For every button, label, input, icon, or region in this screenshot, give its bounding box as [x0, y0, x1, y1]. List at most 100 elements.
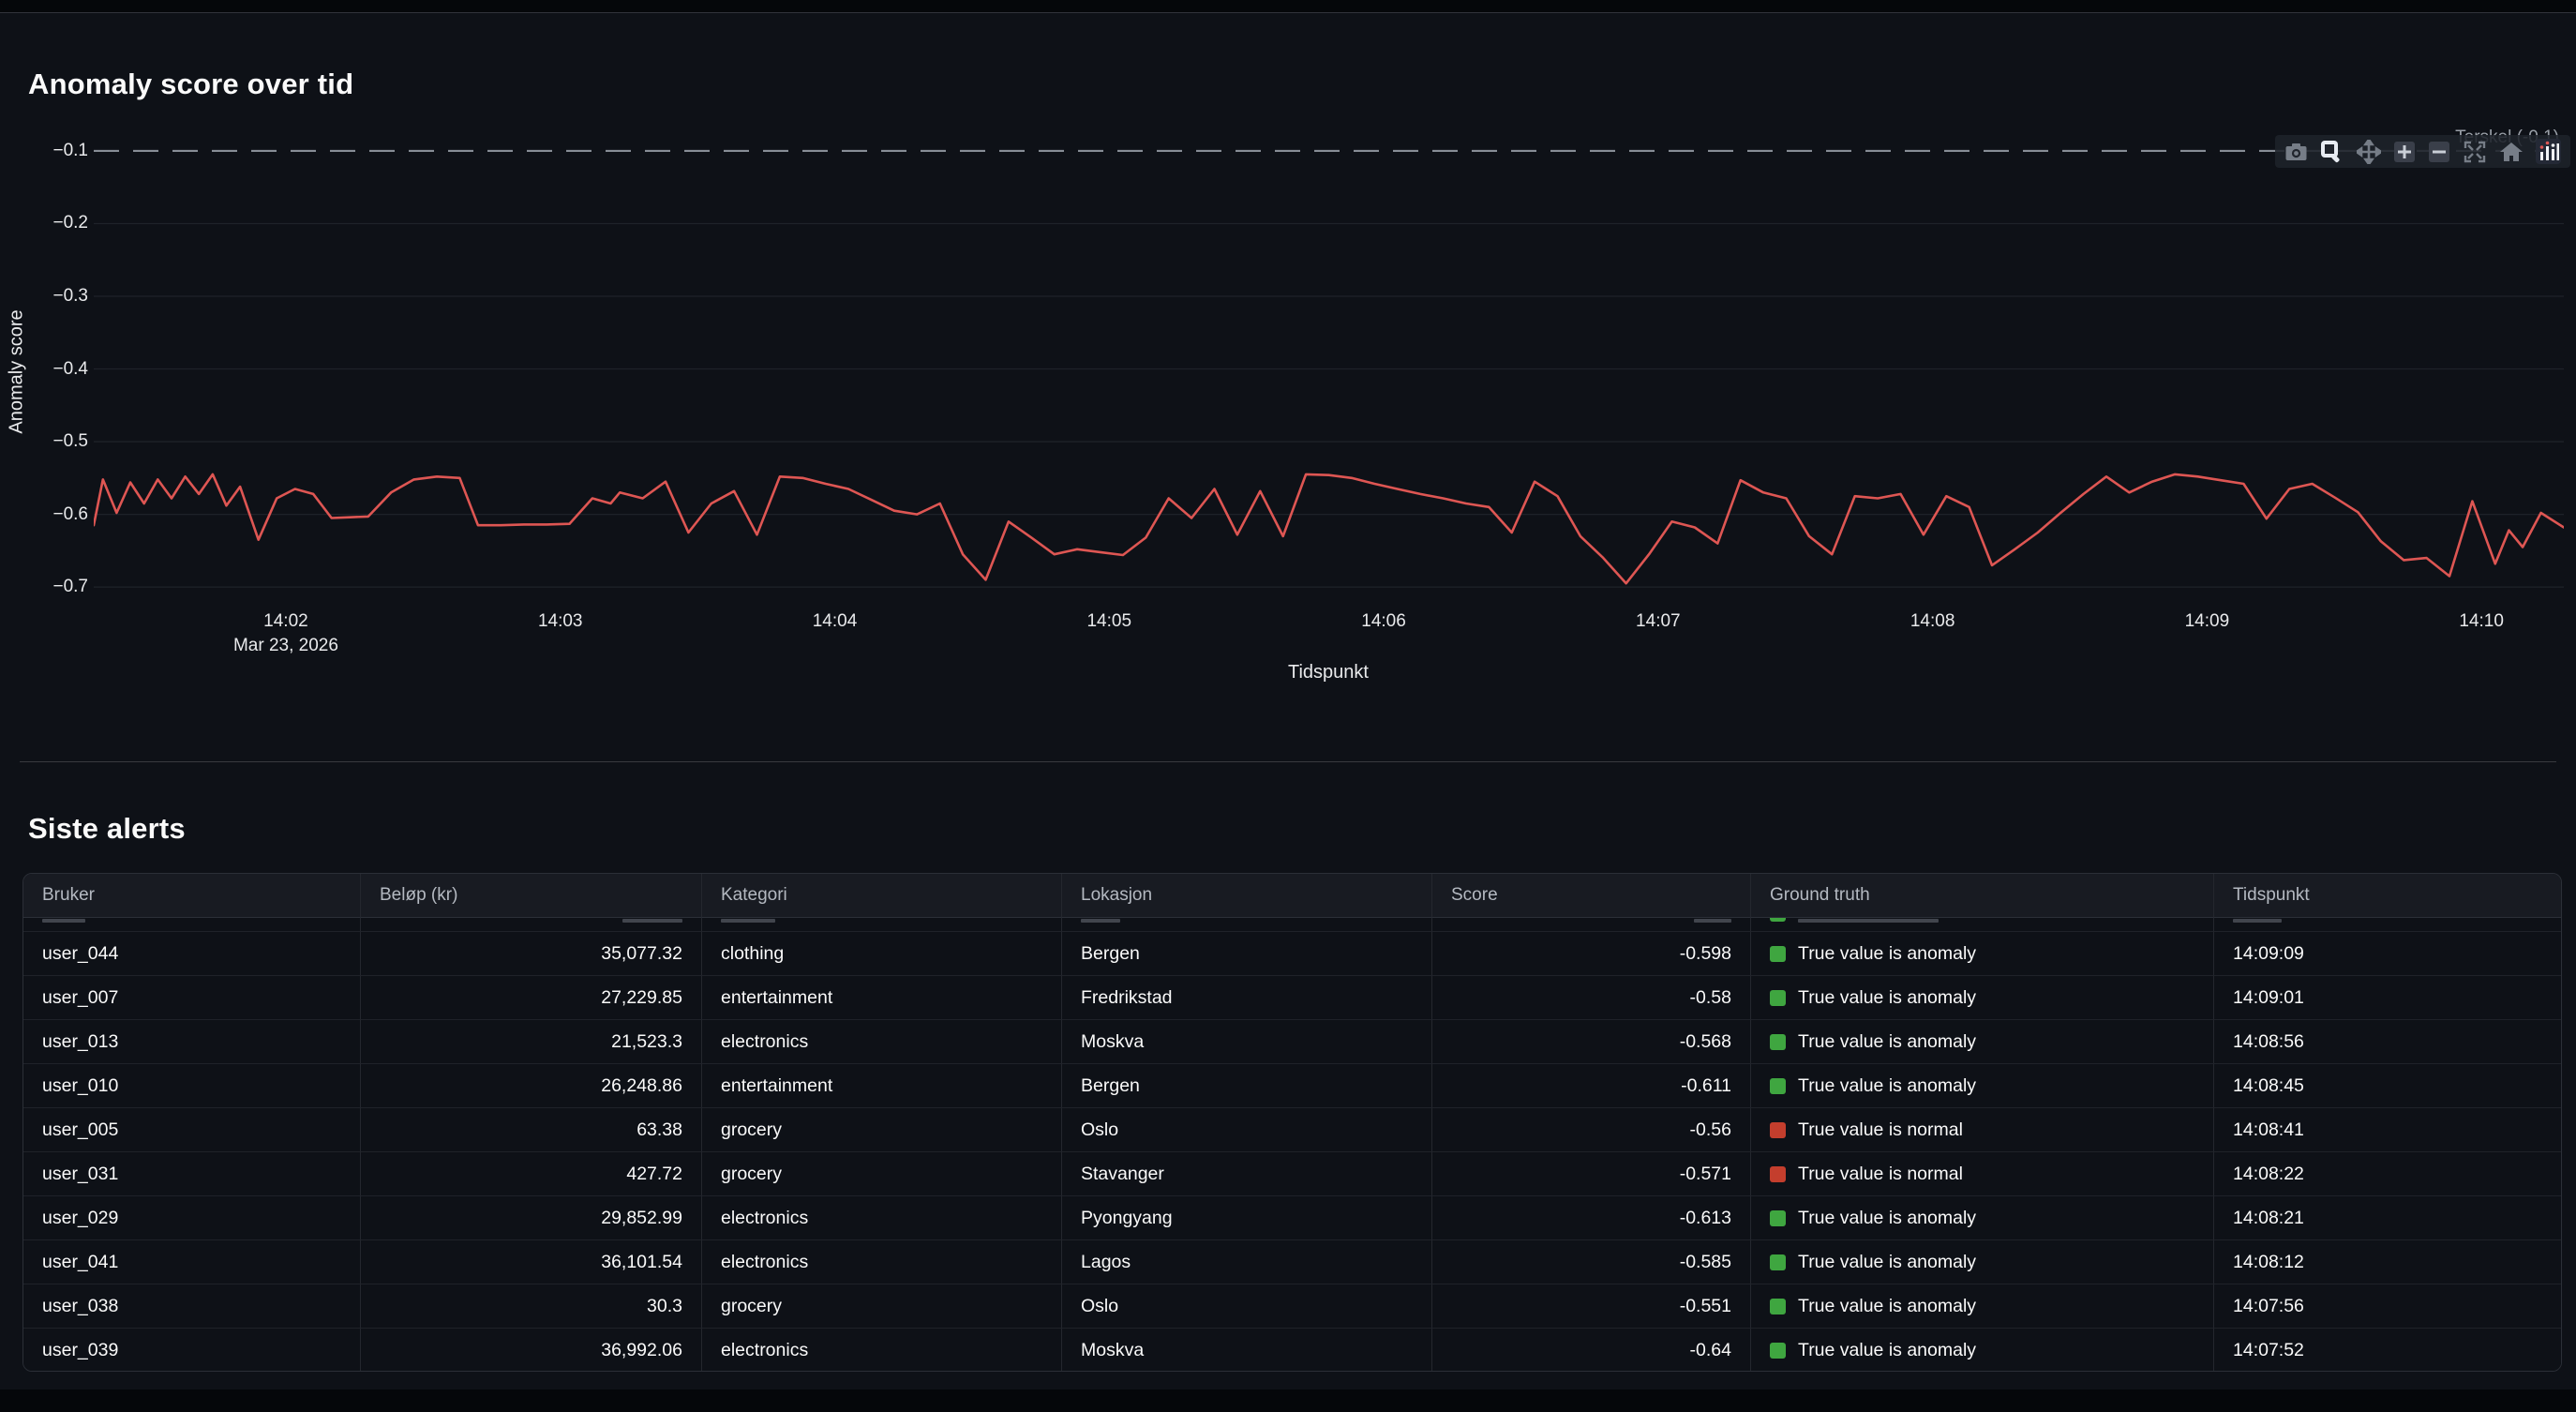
cell-tidspunkt[interactable]: 14:07:52	[2214, 1329, 2561, 1371]
cell-lokasjon[interactable]: Pyongyang	[1062, 1196, 1432, 1240]
cell-score[interactable]: -0.568	[1432, 1020, 1751, 1064]
cell-bruker[interactable]: user_005	[23, 1108, 361, 1152]
cell-lokasjon[interactable]: Oslo	[1062, 1284, 1432, 1329]
column-header-kategori[interactable]: Kategori	[702, 874, 1062, 918]
cell-ground-truth[interactable]: True value is anomaly	[1751, 1284, 2214, 1329]
cell-lokasjon[interactable]: Oslo	[1062, 1108, 1432, 1152]
app-footer-strip	[0, 1389, 2576, 1412]
zoom-in-icon[interactable]	[2393, 141, 2416, 163]
cell-belop[interactable]: 63.38	[361, 1108, 702, 1152]
cell-ground-truth[interactable]: True value is anomaly	[1751, 1196, 2214, 1240]
x-tick-label: 14:09	[2184, 611, 2230, 631]
ground-truth-chip	[1770, 1033, 1786, 1050]
ground-truth-chip	[1770, 1165, 1786, 1182]
cell-score[interactable]: -0.64	[1432, 1329, 1751, 1371]
cell-kategori[interactable]: electronics	[702, 1240, 1062, 1284]
cell-tidspunkt[interactable]: 14:08:45	[2214, 1064, 2561, 1108]
cell-bruker[interactable]: user_013	[23, 1020, 361, 1064]
column-header-score[interactable]: Score	[1432, 874, 1751, 918]
cell-score[interactable]: -0.56	[1432, 1108, 1751, 1152]
cell-tidspunkt[interactable]: 14:09:09	[2214, 932, 2561, 976]
cell-score[interactable]: -0.58	[1432, 976, 1751, 1020]
chart-title: Anomaly score over tid	[28, 68, 354, 100]
cell-ground-truth[interactable]: True value is anomaly	[1751, 1240, 2214, 1284]
cell-kategori[interactable]: entertainment	[702, 976, 1062, 1020]
cell-ground-truth[interactable]: True value is normal	[1751, 1152, 2214, 1196]
cell-tidspunkt[interactable]: 14:08:12	[2214, 1240, 2561, 1284]
plotly-logo-icon[interactable]	[2536, 139, 2561, 164]
cell-belop[interactable]: 27,229.85	[361, 976, 702, 1020]
cell-tidspunkt[interactable]: 14:08:21	[2214, 1196, 2561, 1240]
x-tick-label: 14:02 Mar 23, 2026	[233, 609, 338, 658]
cell-score[interactable]: -0.598	[1432, 932, 1751, 976]
zoom-magnifier-icon[interactable]	[2320, 140, 2344, 164]
anomaly-score-chart-plot-area[interactable]	[94, 131, 2564, 591]
cell-kategori[interactable]: grocery	[702, 1152, 1062, 1196]
column-header-bruker[interactable]: Bruker	[23, 874, 361, 918]
column-header-lokasjon[interactable]: Lokasjon	[1062, 874, 1432, 918]
cell-lokasjon[interactable]: Fredrikstad	[1062, 976, 1432, 1020]
cell-bruker[interactable]: user_007	[23, 976, 361, 1020]
cell-lokasjon[interactable]: Stavanger	[1062, 1152, 1432, 1196]
alerts-table-partial-scrolled-row[interactable]	[23, 918, 2561, 932]
cell-belop[interactable]: 427.72	[361, 1152, 702, 1196]
cell-kategori[interactable]: electronics	[702, 1329, 1062, 1371]
cell-ground-truth[interactable]: True value is anomaly	[1751, 976, 2214, 1020]
cell-ground-truth[interactable]: True value is normal	[1751, 1108, 2214, 1152]
column-header-bel-p-kr-[interactable]: Beløp (kr)	[361, 874, 702, 918]
cell-score[interactable]: -0.551	[1432, 1284, 1751, 1329]
cell-tidspunkt[interactable]: 14:08:41	[2214, 1108, 2561, 1152]
cell-belop[interactable]: 21,523.3	[361, 1020, 702, 1064]
download-camera-icon[interactable]	[2284, 142, 2308, 162]
zoom-out-icon[interactable]	[2428, 141, 2450, 163]
cell-bruker[interactable]: user_038	[23, 1284, 361, 1329]
cell-kategori[interactable]: electronics	[702, 1020, 1062, 1064]
ground-truth-chip-sliver	[1770, 918, 1786, 922]
cell-bruker[interactable]: user_044	[23, 932, 361, 976]
cell-tidspunkt[interactable]: 14:08:22	[2214, 1152, 2561, 1196]
cell-bruker[interactable]: user_031	[23, 1152, 361, 1196]
column-header-tidspunkt[interactable]: Tidspunkt	[2214, 874, 2561, 918]
cell-tidspunkt[interactable]: 14:07:56	[2214, 1284, 2561, 1329]
cell-kategori[interactable]: grocery	[702, 1108, 1062, 1152]
cell-score[interactable]: -0.613	[1432, 1196, 1751, 1240]
cell-ground-truth[interactable]: True value is anomaly	[1751, 1329, 2214, 1371]
cell-kategori[interactable]: clothing	[702, 932, 1062, 976]
cell-ground-truth[interactable]: True value is anomaly	[1751, 932, 2214, 976]
pan-icon[interactable]	[2357, 139, 2381, 164]
cell-tidspunkt[interactable]: 14:08:56	[2214, 1020, 2561, 1064]
cell-bruker[interactable]: user_010	[23, 1064, 361, 1108]
cell-ground-truth[interactable]: True value is anomaly	[1751, 1064, 2214, 1108]
cell-belop[interactable]: 26,248.86	[361, 1064, 702, 1108]
cell-lokasjon[interactable]: Bergen	[1062, 1064, 1432, 1108]
cell-lokasjon[interactable]: Lagos	[1062, 1240, 1432, 1284]
cell-belop[interactable]: 35,077.32	[361, 932, 702, 976]
cell-belop[interactable]: 30.3	[361, 1284, 702, 1329]
cell-score[interactable]: -0.611	[1432, 1064, 1751, 1108]
cell-bruker[interactable]: user_041	[23, 1240, 361, 1284]
x-tick-label: 14:06	[1361, 611, 1406, 631]
alert-row-user_005: user_005 63.38 grocery Oslo -0.56 True value …	[23, 1108, 2561, 1152]
cell-bruker[interactable]: user_029	[23, 1196, 361, 1240]
cell-kategori[interactable]: electronics	[702, 1196, 1062, 1240]
cell-belop[interactable]: 36,992.06	[361, 1329, 702, 1371]
ground-truth-chip	[1770, 989, 1786, 1006]
cell-kategori[interactable]: grocery	[702, 1284, 1062, 1329]
cell-lokasjon[interactable]: Moskva	[1062, 1020, 1432, 1064]
cell-lokasjon[interactable]: Moskva	[1062, 1329, 1432, 1371]
cell-ground-truth[interactable]: True value is anomaly	[1751, 1020, 2214, 1064]
section-divider	[20, 761, 2556, 762]
cell-lokasjon[interactable]: Bergen	[1062, 932, 1432, 976]
alerts-table[interactable]: Bruker Beløp (kr) Kategori Lokasjon Score Gro…	[22, 873, 2562, 1372]
alerts-table-header: Bruker Beløp (kr) Kategori Lokasjon Score Gro…	[23, 874, 2561, 918]
cell-belop[interactable]: 29,852.99	[361, 1196, 702, 1240]
cell-score[interactable]: -0.585	[1432, 1240, 1751, 1284]
reset-axes-home-icon[interactable]	[2499, 141, 2524, 163]
cell-bruker[interactable]: user_039	[23, 1329, 361, 1371]
cell-belop[interactable]: 36,101.54	[361, 1240, 702, 1284]
column-header-ground-truth[interactable]: Ground truth	[1751, 874, 2214, 918]
cell-kategori[interactable]: entertainment	[702, 1064, 1062, 1108]
cell-tidspunkt[interactable]: 14:09:01	[2214, 976, 2561, 1020]
cell-score[interactable]: -0.571	[1432, 1152, 1751, 1196]
autoscale-icon[interactable]	[2463, 140, 2487, 164]
